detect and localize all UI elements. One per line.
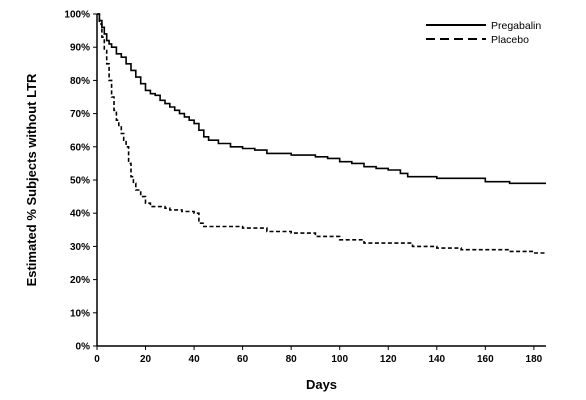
- x-tick-label: 0: [94, 354, 100, 365]
- x-tick-label: 80: [286, 354, 298, 365]
- x-tick-label: 160: [477, 354, 494, 365]
- series-line-placebo: [97, 13, 546, 254]
- y-axis-title: Estimated % Subjects without LTR: [24, 73, 39, 286]
- x-tick-label: 180: [526, 354, 543, 365]
- x-tick-label: 40: [189, 354, 201, 365]
- y-tick-label: 60%: [70, 142, 90, 153]
- x-tick-label: 100: [331, 354, 348, 365]
- x-tick-label: 120: [380, 354, 397, 365]
- series-group: [97, 13, 546, 254]
- legend-label-pregabalin: Pregabalin: [491, 20, 541, 32]
- y-tick-label: 10%: [70, 308, 90, 319]
- tick-group: 0% 10% 20% 30% 40% 50% 60% 70% 80% 90% 100% 0 20 40 60…: [64, 10, 542, 366]
- y-tick-label: 70%: [70, 109, 90, 120]
- legend-label-placebo: Placebo: [491, 34, 529, 46]
- y-tick-label: 90%: [70, 43, 90, 54]
- axes: [96, 14, 546, 347]
- legend: Pregabalin Placebo: [426, 20, 541, 46]
- y-tick-label: 100%: [64, 10, 90, 21]
- y-tick-label: 80%: [70, 76, 90, 87]
- x-tick-label: 60: [237, 354, 249, 365]
- y-tick-label: 0%: [76, 342, 91, 353]
- y-tick-label: 20%: [70, 275, 90, 286]
- x-axis-title: Days: [306, 377, 337, 392]
- y-tick-label: 40%: [70, 209, 90, 220]
- series-line-pregabalin: [97, 13, 546, 185]
- x-tick-label: 20: [140, 354, 152, 365]
- y-tick-label: 50%: [70, 176, 90, 187]
- x-tick-label: 140: [428, 354, 445, 365]
- y-tick-label: 30%: [70, 242, 90, 253]
